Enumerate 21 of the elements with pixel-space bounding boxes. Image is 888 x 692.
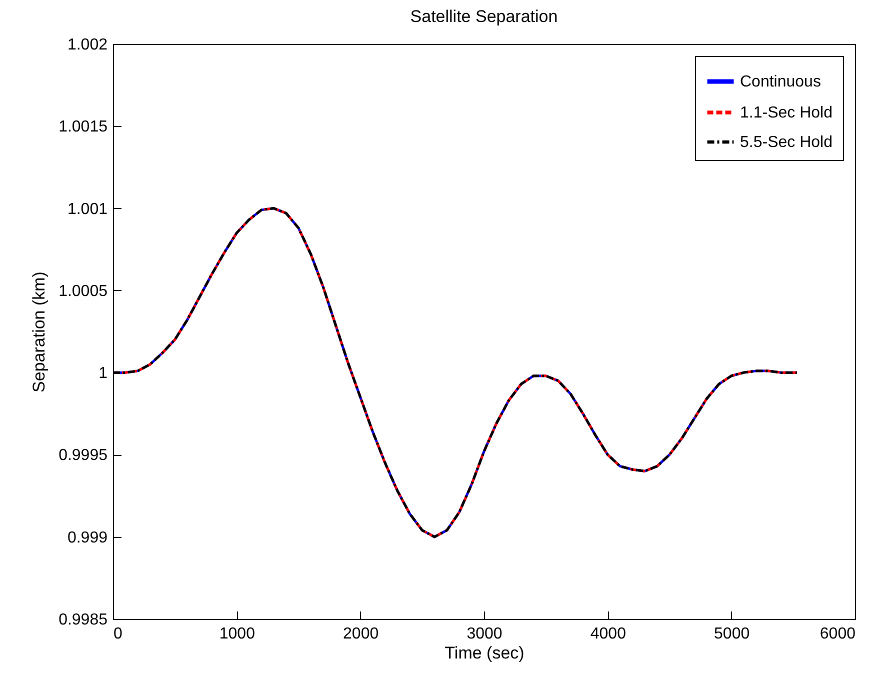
x-axis-title: Time (sec) bbox=[444, 644, 524, 662]
y-tick-label: 0.9985 bbox=[58, 612, 108, 628]
x-tick-label: 3000 bbox=[466, 626, 502, 642]
y-tick-label: 0.9995 bbox=[58, 447, 108, 464]
x-tick-label: 2000 bbox=[343, 626, 379, 642]
legend-label: Continuous bbox=[740, 74, 821, 90]
chart-title: Satellite Separation bbox=[410, 7, 558, 26]
y-tick-label: 1.002 bbox=[67, 36, 108, 54]
y-axis-title: Separation (km) bbox=[30, 272, 49, 392]
y-tick-label: 1 bbox=[98, 365, 108, 382]
y-tick-label: 1.0005 bbox=[58, 282, 108, 300]
x-tick-label: 1000 bbox=[219, 626, 256, 642]
y-tick-label: 1.001 bbox=[67, 200, 108, 218]
legend-label: 1.1-Sec Hold bbox=[740, 104, 832, 122]
y-tick-label: 1.0015 bbox=[58, 118, 108, 136]
x-tick-label: 5000 bbox=[714, 626, 750, 642]
x-tick-label: 4000 bbox=[590, 626, 626, 642]
y-tick-label: 0.999 bbox=[67, 529, 108, 546]
legend-label: 5.5-Sec Hold bbox=[740, 134, 832, 151]
x-tick-label: 0 bbox=[114, 626, 122, 642]
x-tick-label: 6000 bbox=[820, 626, 856, 642]
